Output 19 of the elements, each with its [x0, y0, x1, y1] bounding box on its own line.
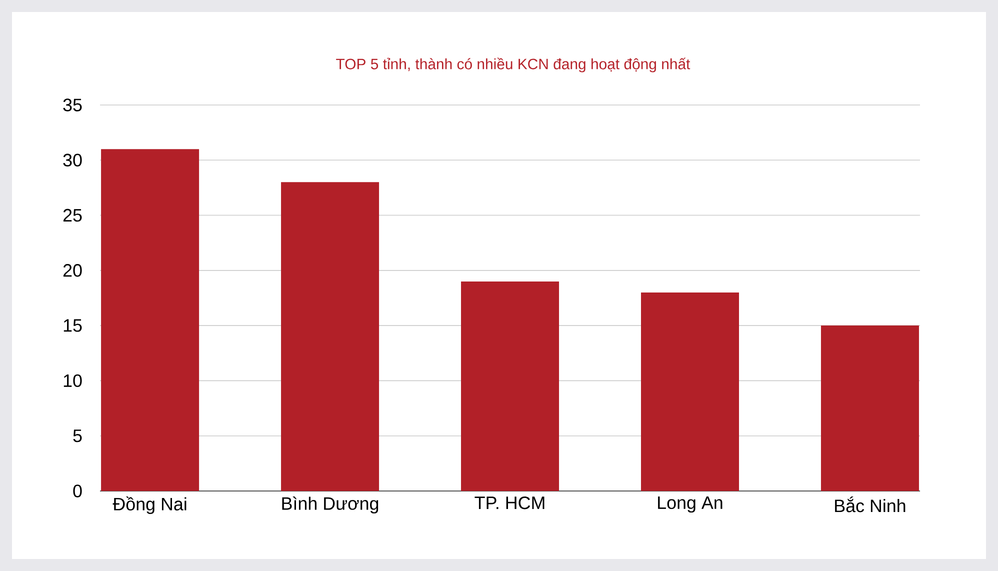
y-tick-label: 35	[63, 98, 82, 112]
bar	[101, 149, 200, 491]
y-tick-label: 20	[63, 264, 82, 277]
y-tick-label: 25	[63, 208, 82, 222]
y-tick-label: 0	[73, 484, 82, 498]
y-tick-label: 15	[64, 319, 82, 332]
bar	[820, 326, 919, 491]
y-tick-label: 30	[63, 154, 82, 166]
bar	[461, 281, 560, 491]
bar	[281, 182, 380, 491]
x-tick-label: TP. HCM	[474, 496, 544, 510]
x-tick-label: Long An	[658, 496, 722, 513]
chart-title: TOP 5 tỉnh, thành có nhiều KCN đang hoạt động nhất	[336, 58, 690, 72]
y-tick-label: 10	[64, 374, 82, 388]
x-tick-label: Đồng Nai	[112, 496, 186, 514]
bar	[640, 292, 739, 491]
x-tick-label: Bình Dương	[282, 496, 378, 514]
x-tick-label: Bắc Ninh	[835, 496, 906, 512]
y-tick-label: 5	[73, 430, 82, 442]
